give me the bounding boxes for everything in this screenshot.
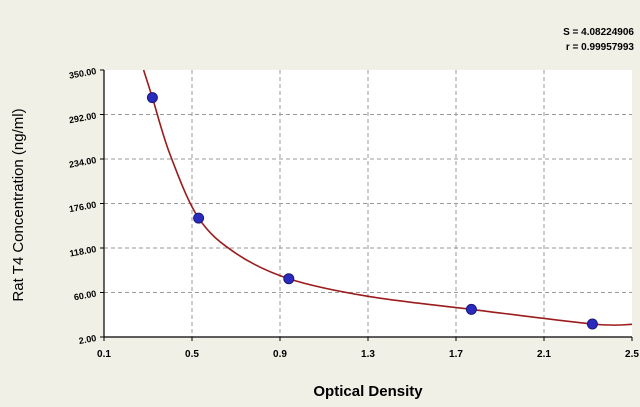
axes <box>100 69 633 341</box>
y-tick-label: 176.00 <box>68 200 97 215</box>
data-point <box>283 273 295 285</box>
y-tick-label: 118.00 <box>69 244 97 259</box>
x-tick-label: 2.5 <box>625 349 639 360</box>
y-tick-label: 60.00 <box>73 289 97 303</box>
y-axis-title: Rat T4 Concentration (ng/ml) <box>10 108 27 301</box>
y-tick-label: 292.00 <box>68 111 97 126</box>
data-point <box>586 318 598 330</box>
y-tick-label: 350.00 <box>68 66 97 81</box>
x-tick-label: 0.1 <box>97 349 111 360</box>
fit-stat-s: S = 4.08224906 <box>563 27 634 38</box>
x-tick-label: 1.3 <box>361 349 375 360</box>
x-tick-label: 0.9 <box>273 349 287 360</box>
x-tick-label: 2.1 <box>537 349 551 360</box>
y-tick-label: 234.00 <box>68 155 97 170</box>
data-points <box>146 92 598 330</box>
x-tick-label: 0.5 <box>185 349 199 360</box>
data-point <box>193 212 205 224</box>
x-axis-title: Optical Density <box>313 383 423 400</box>
data-point <box>146 92 158 104</box>
data-point <box>465 303 477 315</box>
y-tick-label: 2.00 <box>78 333 97 346</box>
fit-stat-r: r = 0.99957993 <box>566 42 635 53</box>
grid-lines <box>104 70 632 337</box>
tick-labels: 0.1 0.5 0.9 1.3 1.7 2.1 2.5 2.00 60.00 118.00 176.… <box>68 66 639 360</box>
x-tick-label: 1.7 <box>449 349 463 360</box>
